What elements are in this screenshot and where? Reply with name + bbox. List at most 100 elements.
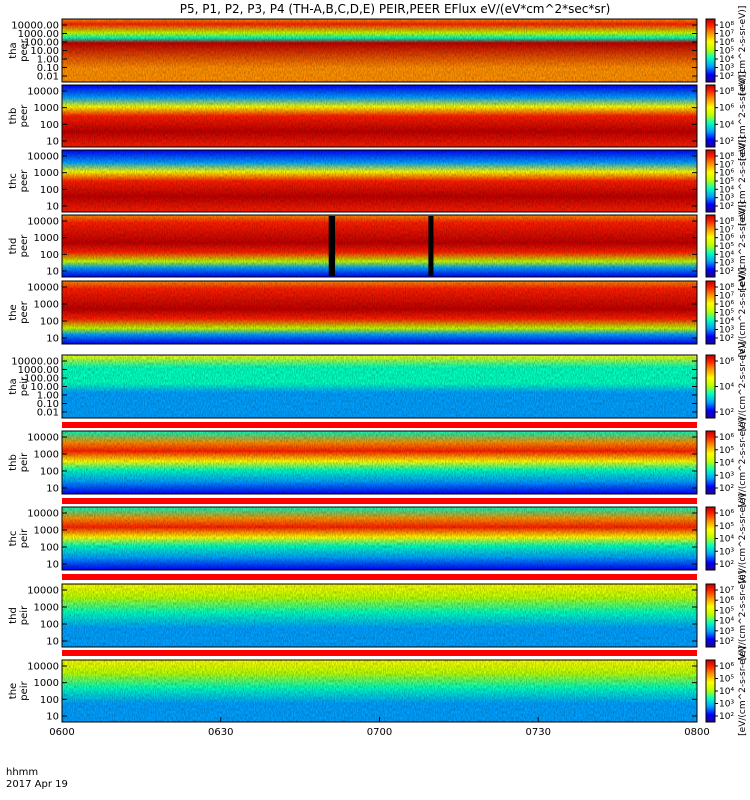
- y-tick-label: 10000: [27, 662, 59, 673]
- figure-title: P5, P1, P2, P3, P4 (TH-A,B,C,D,E) PEIR,P…: [180, 2, 611, 16]
- colorbar-tick-label: 10³: [719, 700, 734, 710]
- y-tick-label: 1000: [34, 603, 59, 614]
- spectrogram-texture: [62, 507, 697, 570]
- panel-ylabel: peer: [19, 169, 30, 193]
- colorbar-tick-label: 10⁶: [719, 169, 734, 179]
- colorbar-tick-label: 10⁸: [719, 283, 734, 293]
- colorbar-tick-label: 10²: [719, 202, 734, 212]
- y-tick-label: 10.00: [30, 382, 59, 393]
- colorbar-tick-label: 10²: [719, 334, 734, 344]
- x-tick-label: 0600: [49, 727, 74, 738]
- colorbar: [706, 431, 715, 494]
- panel-ylabel: thb: [8, 108, 19, 125]
- x-tick-label: 0800: [684, 727, 709, 738]
- y-tick-label: 1000: [34, 168, 59, 179]
- y-tick-label: 1.00: [37, 391, 59, 402]
- colorbar-unit-label: [eV/(cm^2-s-sr-eV)]: [738, 71, 748, 161]
- colorbar: [706, 85, 715, 147]
- colorbar-tick-label: 10⁶: [719, 433, 734, 443]
- y-tick-label: 100: [40, 185, 59, 196]
- colorbar-tick-label: 10²: [719, 72, 734, 82]
- y-tick-label: 10: [46, 484, 59, 495]
- y-tick-label: 10000: [27, 152, 59, 163]
- colorbar-tick-label: 10⁵: [719, 242, 734, 252]
- panel-frame: [61, 214, 698, 278]
- y-tick-label: 100: [40, 695, 59, 706]
- colorbar-tick-label: 10⁵: [719, 522, 734, 532]
- y-tick-label: 10: [46, 560, 59, 571]
- panel-ylabel: peir: [19, 680, 30, 700]
- colorbar-tick-label: 10²: [719, 484, 734, 494]
- colorbar-tick-label: 10⁸: [719, 87, 734, 97]
- colorbar-tick-label: 10⁸: [719, 217, 734, 227]
- y-tick-label: 10000: [27, 283, 59, 294]
- colorbar-tick-label: 10⁵: [719, 606, 734, 616]
- colorbar-unit-label: [eV/(cm^2-s-sr-eV)]: [738, 342, 748, 432]
- colorbar: [706, 281, 715, 344]
- panel-ylabel: thb: [8, 454, 19, 471]
- colorbar-tick-label: 10⁴: [719, 120, 734, 130]
- panel-frame: [61, 280, 698, 345]
- colorbar-tick-label: 10²: [719, 137, 734, 147]
- colorbar-tick-label: 10⁶: [719, 38, 734, 48]
- panel-thc-peir: 10000 1000 100 10 thc peir 10⁶ 10⁵ 10⁴ 10³ 10² [eV/…: [8, 494, 748, 584]
- colorbar-tick-label: 10⁶: [719, 104, 734, 114]
- y-tick-label: 100.00: [24, 374, 59, 385]
- colorbar: [706, 660, 715, 722]
- panel-ylabel: tha: [8, 42, 19, 58]
- y-tick-label: 100: [40, 543, 59, 554]
- y-tick-label: 10: [46, 637, 59, 648]
- y-tick-label: 1000: [34, 526, 59, 537]
- colorbar-tick-label: 10³: [719, 471, 734, 481]
- y-tick-label: 10: [46, 334, 59, 345]
- nodata-bar: [62, 650, 697, 656]
- y-tick-label: 10: [46, 137, 59, 148]
- y-tick-label: 10000: [27, 433, 59, 444]
- panel-ylabel: the: [8, 304, 19, 320]
- spectrogram-texture: [62, 215, 697, 277]
- y-tick-label: 10000.00: [11, 357, 59, 368]
- panel-ylabel: thd: [8, 238, 19, 255]
- colorbar: [706, 19, 715, 82]
- spectrogram-texture: [62, 150, 697, 212]
- colorbar-tick-label: 10²: [719, 408, 734, 418]
- y-tick-label: 10000: [27, 586, 59, 597]
- colorbar: [706, 355, 715, 418]
- y-tick-label: 10000: [27, 87, 59, 98]
- colorbar-unit-label: [eV/(cm^2-s-sr-eV)]: [738, 646, 748, 736]
- spectrogram-texture: [62, 431, 697, 494]
- y-tick-label: 1000: [34, 678, 59, 689]
- y-tick-label: 1000: [34, 300, 59, 311]
- colorbar-tick-label: 10²: [719, 637, 734, 647]
- y-tick-label: 100: [40, 250, 59, 261]
- nodata-bar: [62, 574, 697, 580]
- panel-ylabel: thd: [8, 607, 19, 624]
- x-tick-label: 0700: [367, 727, 392, 738]
- colorbar-tick-label: 10³: [719, 194, 734, 204]
- colorbar-tick-label: 10⁴: [719, 617, 734, 627]
- time-label: hhmm: [6, 767, 38, 778]
- colorbar-tick-label: 10⁵: [719, 309, 734, 319]
- colorbar-unit-label: [eV/(cm^2-s-sr-eV)]: [738, 268, 748, 358]
- colorbar-unit-label: [eV/(cm^2-s-sr-eV)]: [738, 571, 748, 661]
- colorbar-tick-label: 10⁵: [719, 47, 734, 57]
- y-tick-label: 100: [40, 620, 59, 631]
- data-gap: [428, 216, 434, 276]
- spectrogram-texture: [62, 19, 697, 82]
- panel-ylabel: peer: [19, 38, 30, 62]
- colorbar-tick-label: 10⁸: [719, 21, 734, 31]
- y-tick-label: 1.00: [37, 55, 59, 66]
- date-label: 2017 Apr 19: [6, 779, 68, 790]
- y-tick-label: 100: [40, 120, 59, 131]
- panel-ylabel: peer: [19, 234, 30, 258]
- colorbar-unit-label: [eV/(cm^2-s-sr-eV)]: [738, 418, 748, 508]
- panel-ylabel: the: [8, 683, 19, 699]
- x-tick-label: 0730: [526, 727, 551, 738]
- colorbar-tick-label: 10⁴: [719, 317, 734, 327]
- colorbar-tick-label: 10⁶: [719, 300, 734, 310]
- colorbar: [706, 507, 715, 570]
